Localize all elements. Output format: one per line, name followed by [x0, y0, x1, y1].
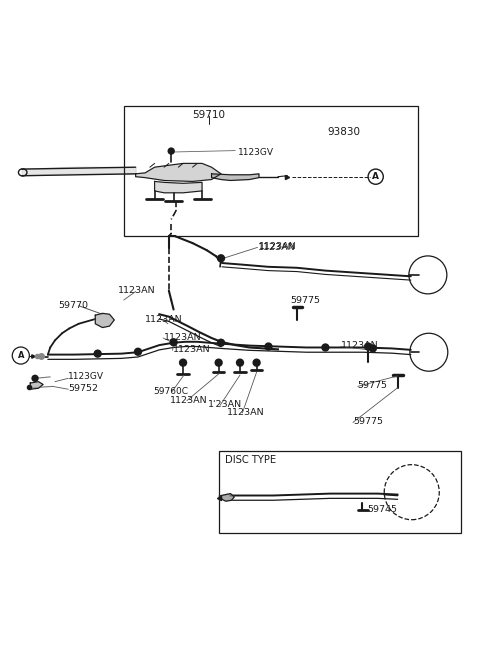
Circle shape [370, 345, 376, 351]
Text: 1123GV: 1123GV [68, 373, 104, 382]
Text: 1123AN: 1123AN [259, 242, 297, 252]
Polygon shape [136, 164, 221, 181]
Text: 59752: 59752 [68, 384, 98, 393]
Circle shape [170, 339, 177, 346]
Polygon shape [212, 174, 259, 181]
Circle shape [218, 255, 224, 261]
Circle shape [135, 348, 141, 355]
Text: 59775: 59775 [353, 417, 383, 426]
Circle shape [322, 344, 329, 351]
Text: 1123AN: 1123AN [227, 407, 264, 417]
Text: 1123AN: 1123AN [170, 396, 207, 405]
Polygon shape [96, 313, 114, 328]
Text: 1123AN: 1123AN [258, 243, 296, 252]
Text: 59760C: 59760C [154, 386, 189, 396]
Circle shape [168, 148, 174, 154]
Text: 1123AN: 1123AN [173, 345, 210, 354]
Text: 59745: 59745 [367, 505, 397, 514]
Text: 59770: 59770 [59, 301, 89, 310]
Bar [124, 106, 418, 236]
Circle shape [180, 359, 186, 366]
Circle shape [265, 343, 272, 350]
Polygon shape [155, 181, 202, 193]
Text: 1123AN: 1123AN [341, 341, 378, 350]
Text: 59775: 59775 [358, 381, 388, 390]
Text: A: A [372, 172, 379, 181]
Circle shape [365, 343, 372, 350]
Text: 93830: 93830 [327, 127, 360, 137]
Circle shape [253, 359, 260, 366]
Polygon shape [30, 382, 43, 389]
Circle shape [218, 340, 224, 346]
Polygon shape [219, 493, 234, 501]
Text: 1123AN: 1123AN [145, 315, 183, 323]
Text: 1123AN: 1123AN [118, 286, 155, 295]
Text: 59710: 59710 [192, 110, 226, 120]
Circle shape [216, 359, 222, 366]
Circle shape [32, 375, 38, 381]
Text: 1123GV: 1123GV [238, 148, 274, 156]
Circle shape [237, 359, 243, 366]
Text: 1123AN: 1123AN [164, 332, 202, 342]
Text: DISC TYPE: DISC TYPE [225, 455, 276, 465]
Circle shape [95, 350, 101, 357]
Bar [219, 451, 461, 533]
Text: 59775: 59775 [290, 296, 320, 305]
Text: 1'23AN: 1'23AN [208, 400, 242, 409]
Text: A: A [18, 351, 24, 360]
